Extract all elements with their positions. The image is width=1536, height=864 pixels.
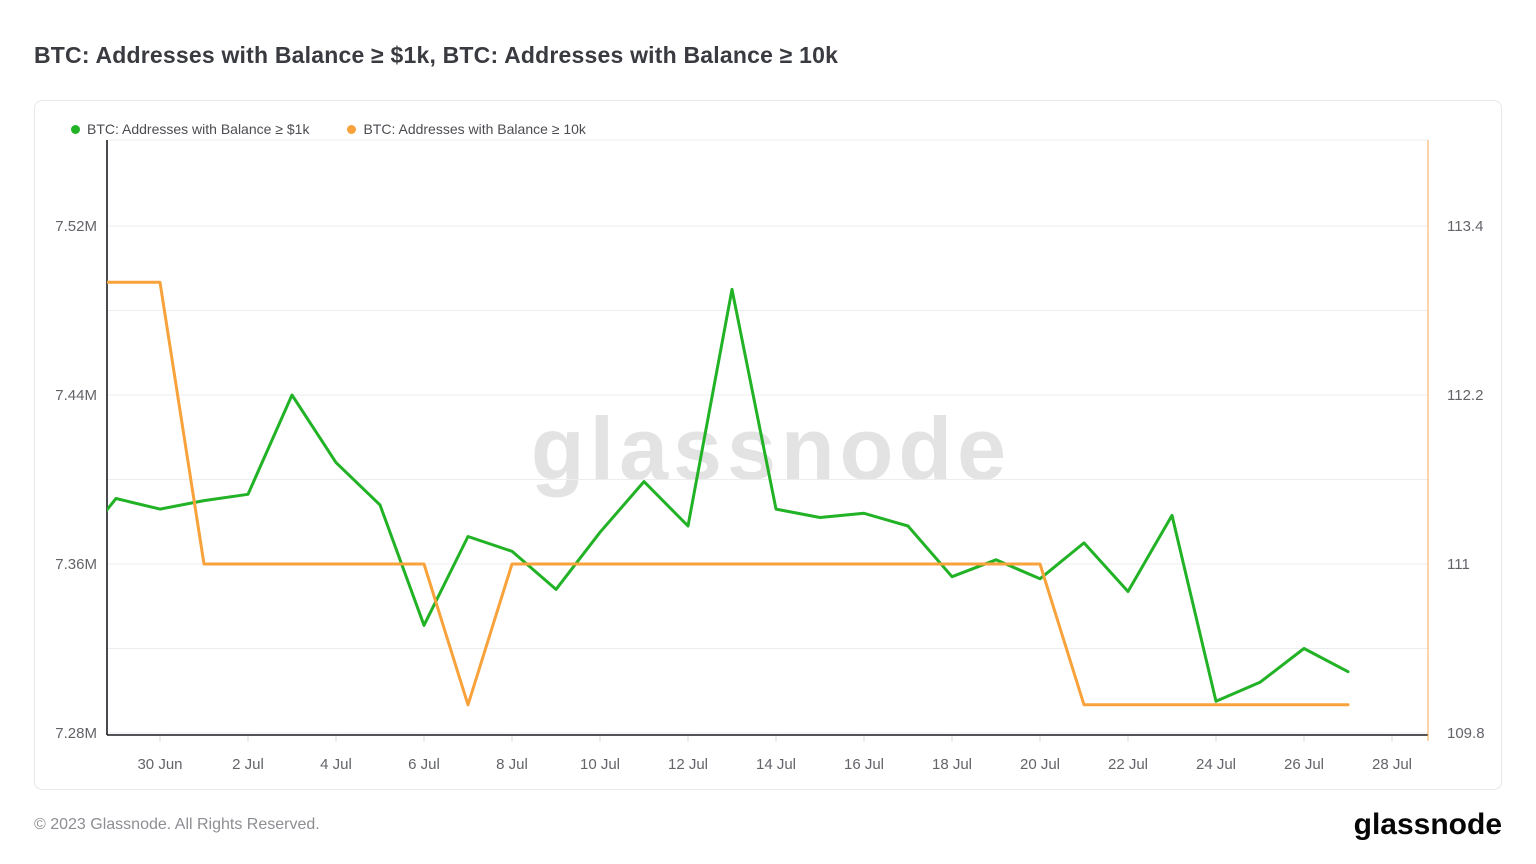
right-axis-label: 113.4: [1447, 218, 1483, 235]
x-tick-label: 22 Jul: [1108, 756, 1148, 773]
x-tick-label: 4 Jul: [320, 756, 352, 773]
series-line-0: [107, 287, 1350, 703]
footer-copyright: © 2023 Glassnode. All Rights Reserved.: [34, 816, 320, 833]
glassnode-logo: glassnode: [1353, 808, 1502, 841]
legend-item-balance-10k[interactable]: BTC: Addresses with Balance ≥ 10k: [347, 121, 586, 137]
x-tick-label: 24 Jul: [1196, 756, 1236, 773]
series-line-1: [107, 280, 1350, 707]
x-tick-label: 20 Jul: [1020, 756, 1060, 773]
x-tick-label: 12 Jul: [668, 756, 708, 773]
x-tick-label: 26 Jul: [1284, 756, 1324, 773]
legend-label-balance-10k: BTC: Addresses with Balance ≥ 10k: [363, 121, 586, 137]
page-title: BTC: Addresses with Balance ≥ $1k, BTC: …: [34, 42, 839, 68]
x-tick-label: 6 Jul: [408, 756, 440, 773]
x-tick-label: 2 Jul: [232, 756, 264, 773]
legend-item-balance-1k[interactable]: BTC: Addresses with Balance ≥ $1k: [71, 121, 309, 137]
right-axis-label: 109.8: [1447, 725, 1485, 742]
legend-label-balance-1k: BTC: Addresses with Balance ≥ $1k: [87, 121, 310, 137]
legend-dot-green-icon: [71, 124, 80, 134]
left-axis-label: 7.36M: [55, 556, 97, 573]
x-tick-label: 10 Jul: [580, 756, 620, 773]
left-axis-label: 7.28M: [55, 725, 97, 742]
legend-dot-orange-icon: [347, 124, 357, 134]
glassnode-watermark: glassnode: [530, 399, 1012, 498]
right-axis-label: 111: [1447, 556, 1470, 573]
left-axis-label: 7.52M: [55, 218, 97, 235]
x-tick-label: 14 Jul: [756, 756, 796, 773]
x-tick-label: 30 Jun: [137, 756, 182, 773]
x-tick-label: 18 Jul: [932, 756, 972, 773]
chart-legend: BTC: Addresses with Balance ≥ $1k BTC: A…: [71, 118, 624, 140]
left-axis-label: 7.44M: [55, 387, 97, 404]
right-axis-label: 112.2: [1447, 387, 1483, 404]
x-tick-label: 8 Jul: [496, 756, 528, 773]
x-tick-label: 16 Jul: [844, 756, 884, 773]
x-tick-label: 28 Jul: [1372, 756, 1412, 773]
chart-card: glassnode BTC: Addresses with Balance ≥ …: [34, 100, 1502, 790]
